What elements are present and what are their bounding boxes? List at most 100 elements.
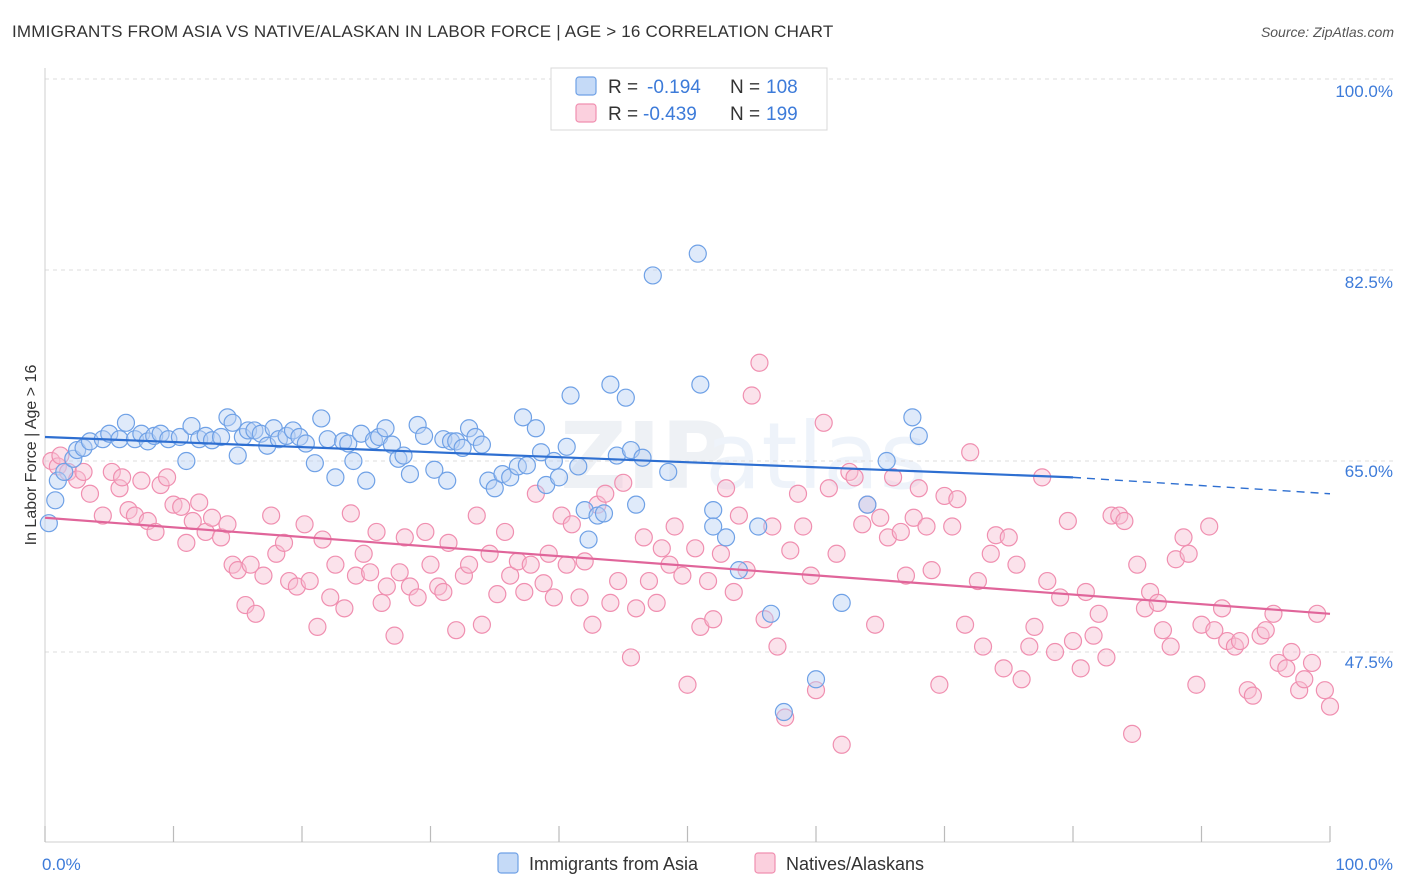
y-axis-title: In Labor Force | Age > 16 <box>23 365 40 546</box>
point-native <box>1212 599 1232 618</box>
point-native <box>626 599 646 618</box>
point-native <box>711 544 731 563</box>
point-native <box>1200 517 1219 536</box>
y-tick-label: 47.5% <box>1345 653 1393 672</box>
point-asia <box>877 451 896 471</box>
point-native <box>300 571 319 591</box>
point-native <box>968 571 988 591</box>
series-natives-points <box>42 353 1340 754</box>
point-native <box>557 555 576 574</box>
point-asia <box>228 446 247 465</box>
point-native <box>909 479 928 498</box>
point-native <box>326 555 345 574</box>
point-native <box>447 621 466 640</box>
point-asia <box>704 501 723 520</box>
point-native <box>1097 648 1116 667</box>
point-asia <box>100 424 119 443</box>
bottom-legend: Immigrants from Asia Natives/Alaskans <box>497 852 924 874</box>
point-native <box>596 484 615 503</box>
point-native <box>570 588 589 607</box>
point-asia <box>633 448 652 467</box>
point-asia <box>283 421 303 440</box>
point-asia <box>659 462 678 482</box>
point-asia <box>544 451 563 471</box>
point-asia <box>601 375 620 394</box>
point-native <box>454 566 474 585</box>
point-native <box>794 517 813 536</box>
legend-r-label-asia: R = <box>608 77 638 98</box>
point-native <box>678 675 697 694</box>
point-native <box>955 615 975 634</box>
point-native <box>845 468 864 487</box>
point-native <box>459 555 479 574</box>
trend-lines <box>44 435 1331 615</box>
point-asia <box>364 431 384 450</box>
watermark: ZIP atlas <box>560 403 927 510</box>
point-native <box>1051 588 1070 607</box>
point-native <box>866 615 885 634</box>
point-asia <box>513 408 533 427</box>
point-native <box>151 475 170 495</box>
point-native <box>361 563 380 582</box>
point-native <box>1063 631 1083 651</box>
point-native <box>390 563 409 582</box>
point-asia <box>858 495 877 514</box>
point-native <box>254 566 273 585</box>
source-label: Source: ZipAtlas.com <box>1260 24 1394 40</box>
bottom-legend-label-asia: Immigrants from Asia <box>529 854 699 874</box>
x-tick-label-min: 0.0% <box>42 855 81 874</box>
point-asia <box>626 495 646 514</box>
point-native <box>788 484 808 503</box>
point-native <box>241 555 260 574</box>
point-native <box>202 508 222 527</box>
point-asia <box>438 471 457 490</box>
point-asia <box>344 451 363 471</box>
point-asia <box>704 517 723 536</box>
point-native <box>781 541 800 560</box>
legend-r-label-native: R = <box>608 104 638 125</box>
point-native <box>172 497 191 516</box>
point-native <box>981 544 1000 563</box>
point-native <box>354 544 373 563</box>
point-native <box>1115 511 1134 531</box>
point-native <box>501 566 520 585</box>
point-asia <box>774 702 793 722</box>
trend-line-native <box>44 516 1331 615</box>
point-native <box>308 617 327 636</box>
point-native <box>472 615 491 634</box>
point-native <box>1205 621 1224 640</box>
y-tick-label: 65.0% <box>1345 462 1393 481</box>
point-asia <box>903 408 922 427</box>
point-asia <box>290 427 309 447</box>
point-asia <box>177 451 196 471</box>
y-tick-label: 100.0% <box>1335 82 1393 101</box>
point-native <box>704 610 723 629</box>
point-native <box>930 675 949 694</box>
point-asia <box>643 266 662 285</box>
point-asia <box>561 386 580 405</box>
point-native <box>698 571 718 591</box>
point-native <box>1179 544 1198 563</box>
point-native <box>1161 637 1180 656</box>
point-native <box>1128 555 1147 574</box>
point-native <box>652 539 671 558</box>
point-native <box>367 522 386 542</box>
point-native <box>1174 528 1193 547</box>
legend-swatch-native <box>575 103 597 123</box>
point-native <box>917 517 936 536</box>
point-asia <box>400 464 420 484</box>
point-native <box>1238 681 1257 700</box>
point-asia <box>557 437 576 456</box>
point-asia <box>326 468 345 487</box>
y-tick-label: 82.5% <box>1345 273 1393 292</box>
point-asia <box>46 491 65 510</box>
legend: R = -0.194 N = 108 R = -0.439 N = 199 <box>550 67 828 131</box>
point-native <box>74 462 93 482</box>
y-axis-tick-labels: 47.5% 65.0% 82.5% 100.0% <box>1335 82 1393 672</box>
series-asia-points <box>39 244 928 722</box>
point-native <box>1058 511 1077 531</box>
point-native <box>211 528 231 547</box>
point-native <box>335 599 354 618</box>
point-native <box>274 533 294 552</box>
point-native <box>495 522 515 542</box>
